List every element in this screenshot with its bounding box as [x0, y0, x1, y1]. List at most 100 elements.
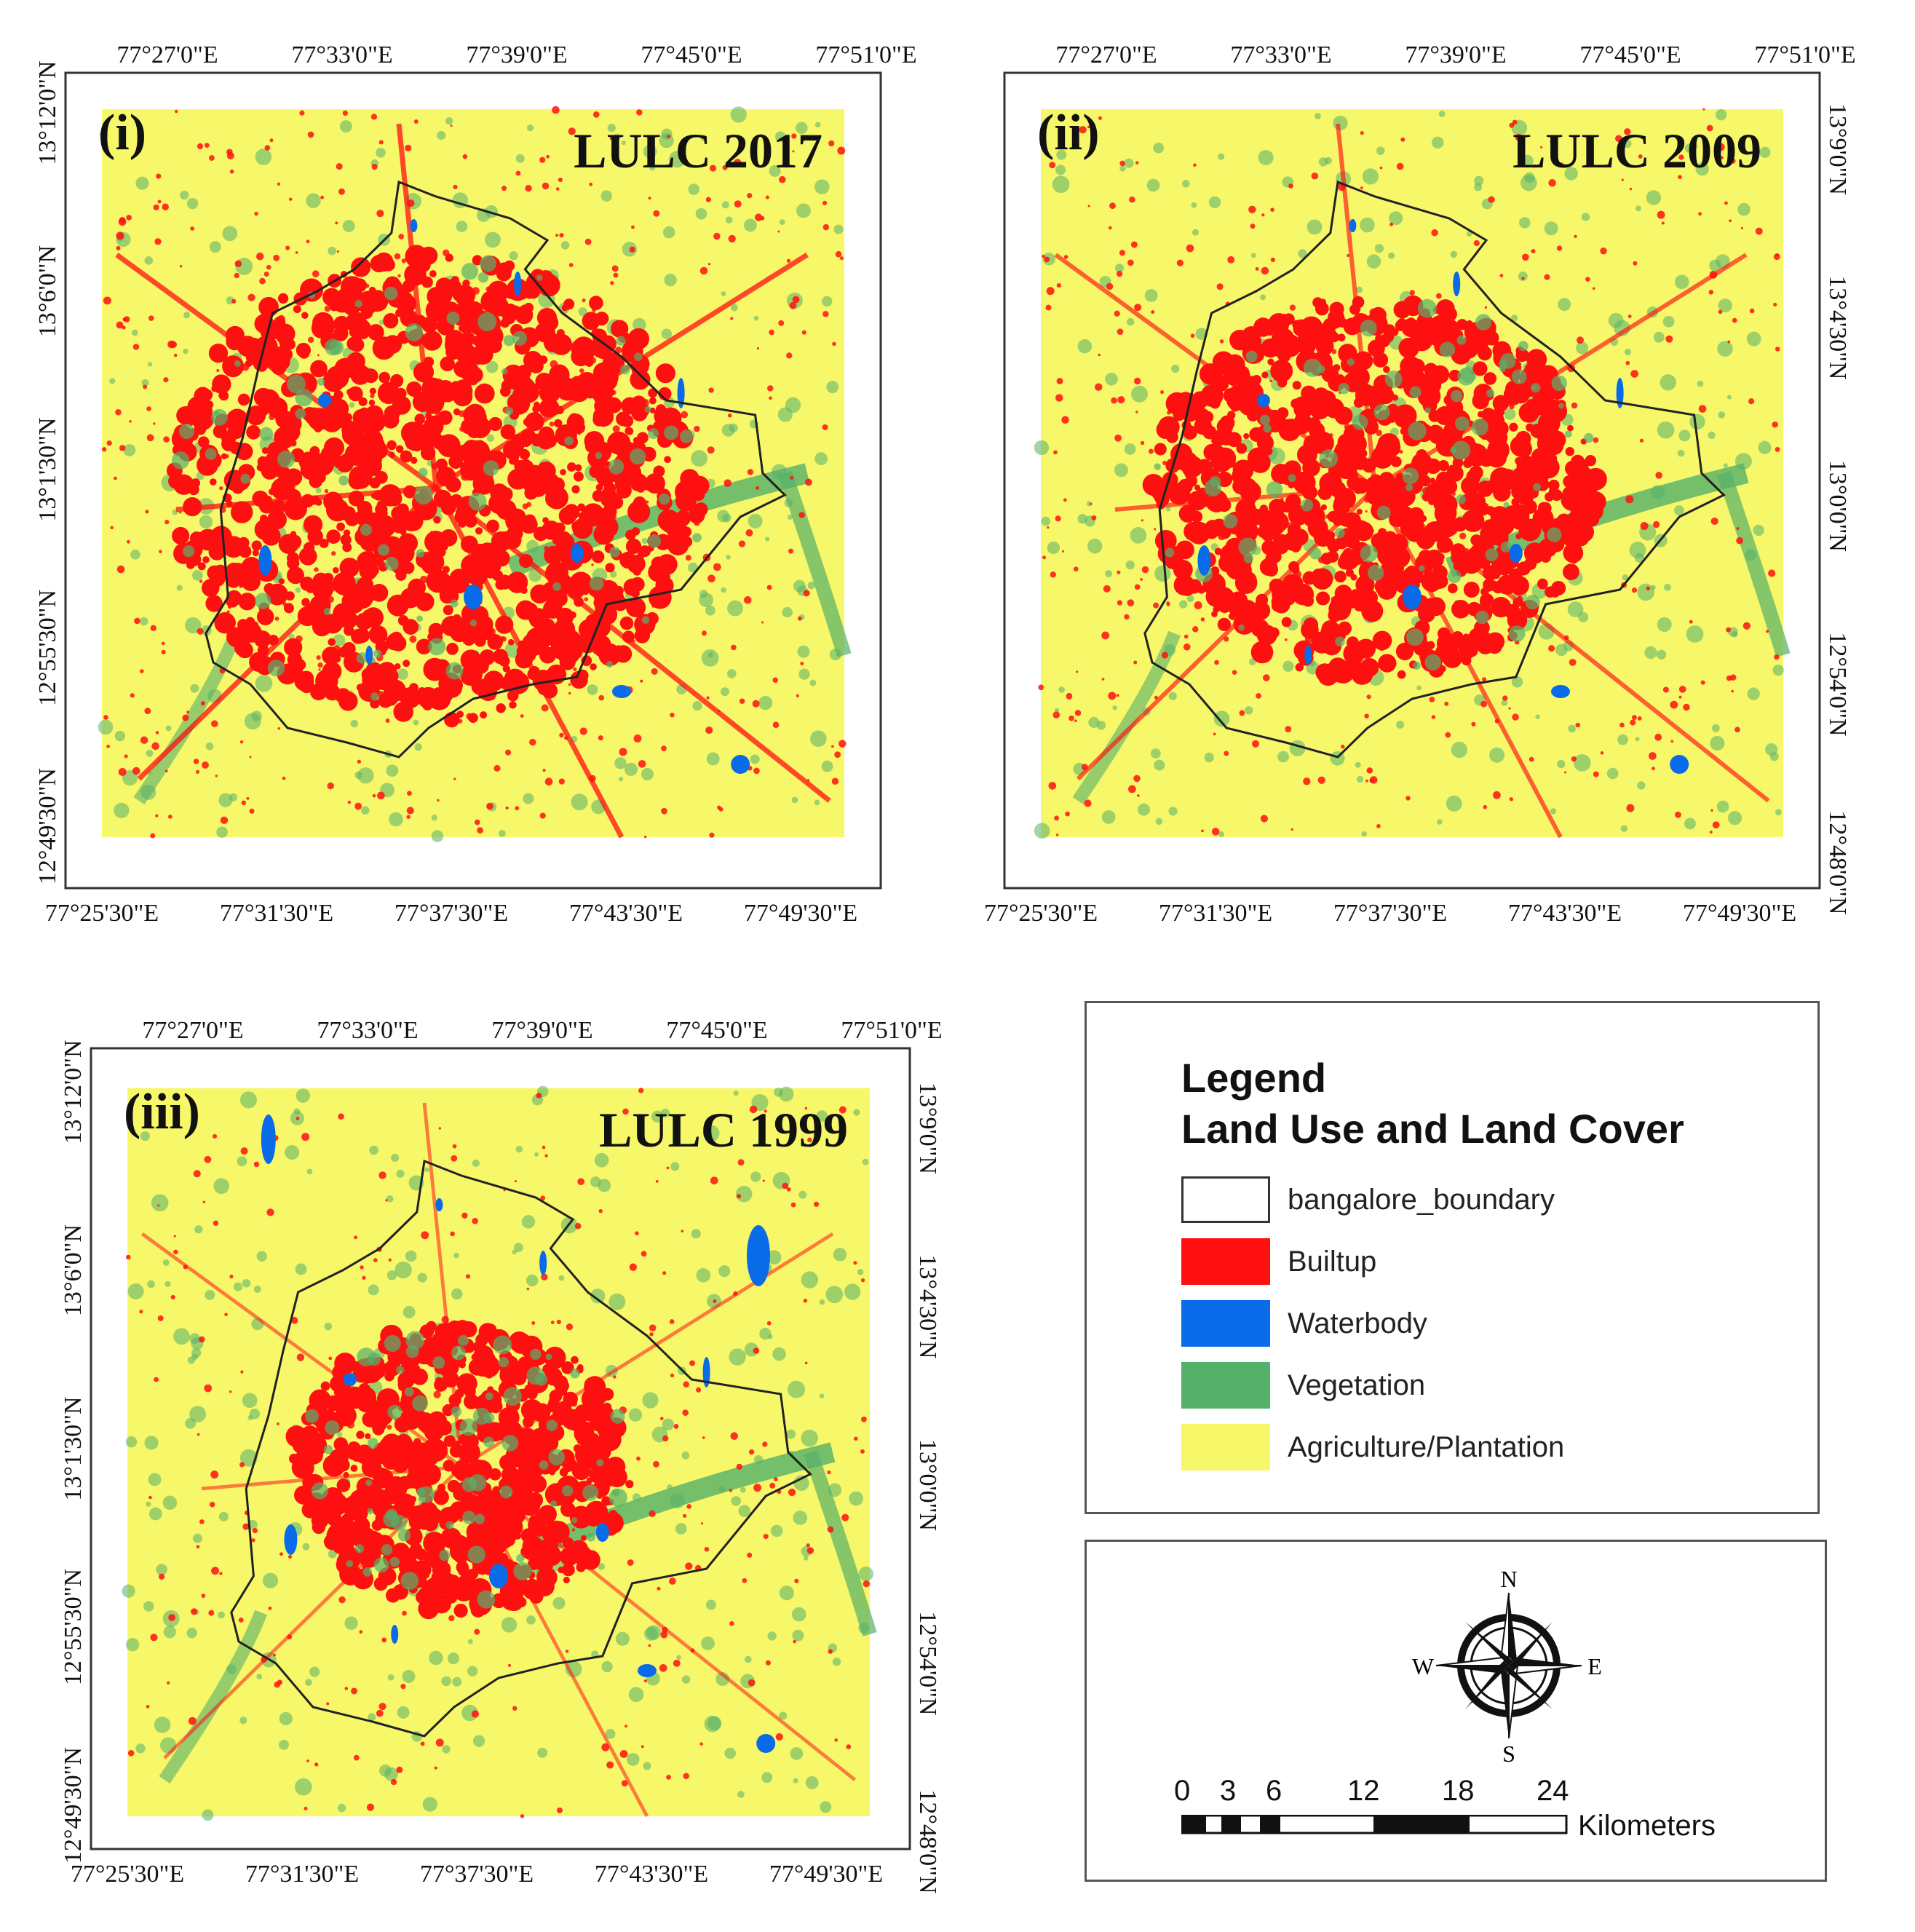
right-tick-label: 13°9'0"N — [914, 1082, 941, 1174]
top-tick-label: 77°39'0"E — [1405, 41, 1506, 68]
land-cover-raster — [98, 106, 852, 842]
city-boundary — [205, 180, 787, 759]
left-tick-label: 13°1'30"N — [60, 1396, 87, 1500]
boundary-swatch — [1181, 1176, 1270, 1223]
legend-label: Waterbody — [1288, 1307, 1427, 1339]
bottom-tick-label: 77°37'30"E — [395, 900, 508, 927]
left-tick-label: 12°49'30"N — [60, 1747, 87, 1864]
left-tick-label: 13°12'0"N — [60, 1040, 87, 1144]
top-tick-label: 77°27'0"E — [1055, 41, 1157, 68]
agriculture-swatch — [1181, 1424, 1270, 1470]
legend-label: bangalore_boundary — [1288, 1183, 1555, 1216]
legend-item-agriculture: Agriculture/Plantation — [1181, 1422, 1564, 1473]
panel-title: LULC 1999 — [599, 1102, 848, 1157]
legend-heading: Legend — [1181, 1055, 1327, 1101]
bottom-tick-label: 77°49'30"E — [1683, 900, 1796, 927]
legend-item-builtup: Builtup — [1181, 1236, 1376, 1287]
city-boundary — [230, 1159, 812, 1738]
land-cover-raster — [1034, 108, 1791, 839]
builtup-swatch — [1181, 1238, 1270, 1285]
right-tick-label: 12°48'0"N — [1824, 810, 1851, 914]
compass-rose-icon: N S E W — [1412, 1566, 1602, 1767]
top-tick-label: 77°51'0"E — [841, 1017, 942, 1044]
map-panel-1999: (iii) LULC 1999 77°27'0"E 77°33'0"E 77°39'0"… — [60, 1017, 943, 1894]
right-tick-label: 12°54'0"N — [1824, 632, 1851, 736]
bottom-tick-label: 77°43'30"E — [595, 1861, 708, 1888]
panel-title: LULC 2017 — [574, 123, 822, 178]
scale-label-0: 0 — [1174, 1775, 1191, 1807]
bottom-tick-label: 77°25'30"E — [984, 900, 1098, 927]
left-tick-label: 13°6'0"N — [34, 245, 61, 337]
legend-label: Builtup — [1288, 1245, 1377, 1278]
bottom-tick-label: 77°37'30"E — [420, 1861, 534, 1888]
top-tick-label: 77°45'0"E — [641, 41, 742, 68]
top-tick-label: 77°45'0"E — [1579, 41, 1681, 68]
legend-panel: Legend Land Use and Land Cover bangalore… — [1085, 1001, 1820, 1514]
scale-unit: Kilometers — [1578, 1810, 1716, 1842]
bottom-tick-label: 77°37'30"E — [1333, 900, 1447, 927]
scale-label-24: 24 — [1537, 1775, 1569, 1807]
map-1999: (iii) LULC 1999 77°27'0"E 77°33'0"E 77°39'0"… — [60, 1017, 943, 1894]
top-tick-label: 77°39'0"E — [491, 1017, 592, 1044]
waterbody-swatch — [1181, 1300, 1270, 1347]
top-tick-label: 77°51'0"E — [815, 41, 916, 68]
compass-e: E — [1587, 1653, 1602, 1679]
scale-label-12: 12 — [1347, 1775, 1380, 1807]
panel-label: (iii) — [124, 1084, 200, 1140]
map-panel-2009: (ii) LULC 2009 77°27'0"E 77°33'0"E 77°39'0"E… — [984, 41, 1856, 927]
bottom-tick-label: 77°49'30"E — [744, 900, 857, 927]
left-tick-label: 12°49'30"N — [34, 768, 61, 884]
right-tick-label: 13°9'0"N — [1824, 103, 1851, 195]
legend-label: Vegetation — [1288, 1369, 1426, 1401]
right-tick-label: 12°48'0"N — [914, 1789, 941, 1893]
top-tick-label: 77°27'0"E — [142, 1017, 243, 1044]
panel-label: (ii) — [1037, 105, 1100, 161]
left-tick-label: 12°55'30"N — [34, 590, 61, 706]
map-2017: (i) LULC 2017 77°27'0"E 77°33'0"E 77°39'0"E 7… — [34, 41, 917, 927]
compass-w: W — [1412, 1653, 1435, 1679]
bottom-tick-label: 77°25'30"E — [71, 1861, 184, 1888]
vegetation-swatch — [1181, 1362, 1270, 1409]
left-tick-label: 13°12'0"N — [34, 60, 61, 165]
compass-n: N — [1500, 1566, 1517, 1592]
right-tick-label: 13°4'30"N — [1824, 275, 1851, 379]
bottom-tick-label: 77°43'30"E — [1508, 900, 1622, 927]
scale-label-6: 6 — [1266, 1775, 1282, 1807]
land-cover-raster — [122, 1085, 877, 1821]
bottom-tick-label: 77°43'30"E — [569, 900, 683, 927]
panel-label: (i) — [98, 105, 146, 161]
city-boundary — [1143, 180, 1726, 759]
bottom-tick-label: 77°49'30"E — [769, 1861, 883, 1888]
scale-bar — [1181, 1815, 1568, 1834]
top-tick-label: 77°51'0"E — [1754, 41, 1855, 68]
legend-label: Agriculture/Plantation — [1288, 1430, 1565, 1463]
scale-label-3: 3 — [1220, 1775, 1237, 1807]
legend-subheading: Land Use and Land Cover — [1181, 1106, 1684, 1152]
legend-item-vegetation: Vegetation — [1181, 1360, 1425, 1411]
legend-item-waterbody: Waterbody — [1181, 1298, 1427, 1349]
right-tick-label: 13°0'0"N — [914, 1439, 941, 1531]
right-tick-label: 12°54'0"N — [914, 1611, 941, 1715]
north-arrow-scale-panel: N S E W 0 3 6 12 18 24 Kilometers — [1085, 1540, 1827, 1882]
right-tick-label: 13°0'0"N — [1824, 460, 1851, 552]
top-tick-label: 77°33'0"E — [291, 41, 392, 68]
top-tick-label: 77°33'0"E — [317, 1017, 418, 1044]
bottom-tick-label: 77°31'30"E — [1159, 900, 1272, 927]
right-tick-label: 13°4'30"N — [914, 1254, 941, 1358]
map-2009: (ii) LULC 2009 77°27'0"E 77°33'0"E 77°39'0"E… — [984, 41, 1856, 927]
left-tick-label: 13°6'0"N — [60, 1224, 87, 1316]
bottom-tick-label: 77°25'30"E — [45, 900, 159, 927]
left-tick-label: 13°1'30"N — [34, 417, 61, 521]
bottom-tick-label: 77°31'30"E — [245, 1861, 359, 1888]
scale-label-18: 18 — [1442, 1775, 1475, 1807]
bottom-tick-label: 77°31'30"E — [220, 900, 333, 927]
map-panel-2017: (i) LULC 2017 77°27'0"E 77°33'0"E 77°39'0"E 7… — [34, 41, 917, 927]
left-tick-label: 12°55'30"N — [60, 1569, 87, 1685]
top-tick-label: 77°39'0"E — [466, 41, 567, 68]
top-tick-label: 77°45'0"E — [666, 1017, 767, 1044]
compass-s: S — [1502, 1741, 1515, 1767]
top-tick-label: 77°33'0"E — [1230, 41, 1331, 68]
panel-title: LULC 2009 — [1512, 123, 1761, 178]
top-tick-label: 77°27'0"E — [116, 41, 218, 68]
legend-item-boundary: bangalore_boundary — [1181, 1174, 1555, 1225]
